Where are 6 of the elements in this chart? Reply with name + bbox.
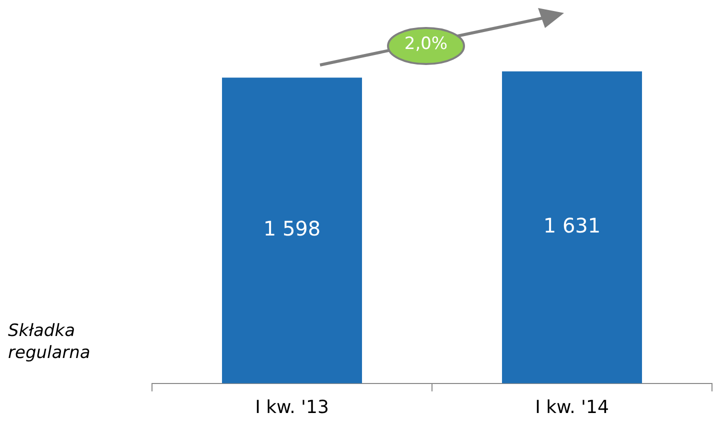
x-tick-label: I kw. '13 bbox=[255, 396, 329, 418]
data-label: 1 598 bbox=[263, 216, 321, 241]
x-tick-label: I kw. '14 bbox=[535, 396, 609, 418]
data-label: 1 631 bbox=[543, 214, 601, 238]
text: 2,0% bbox=[403, 34, 449, 54]
y-axis-title: Składka regularna bbox=[8, 320, 92, 364]
